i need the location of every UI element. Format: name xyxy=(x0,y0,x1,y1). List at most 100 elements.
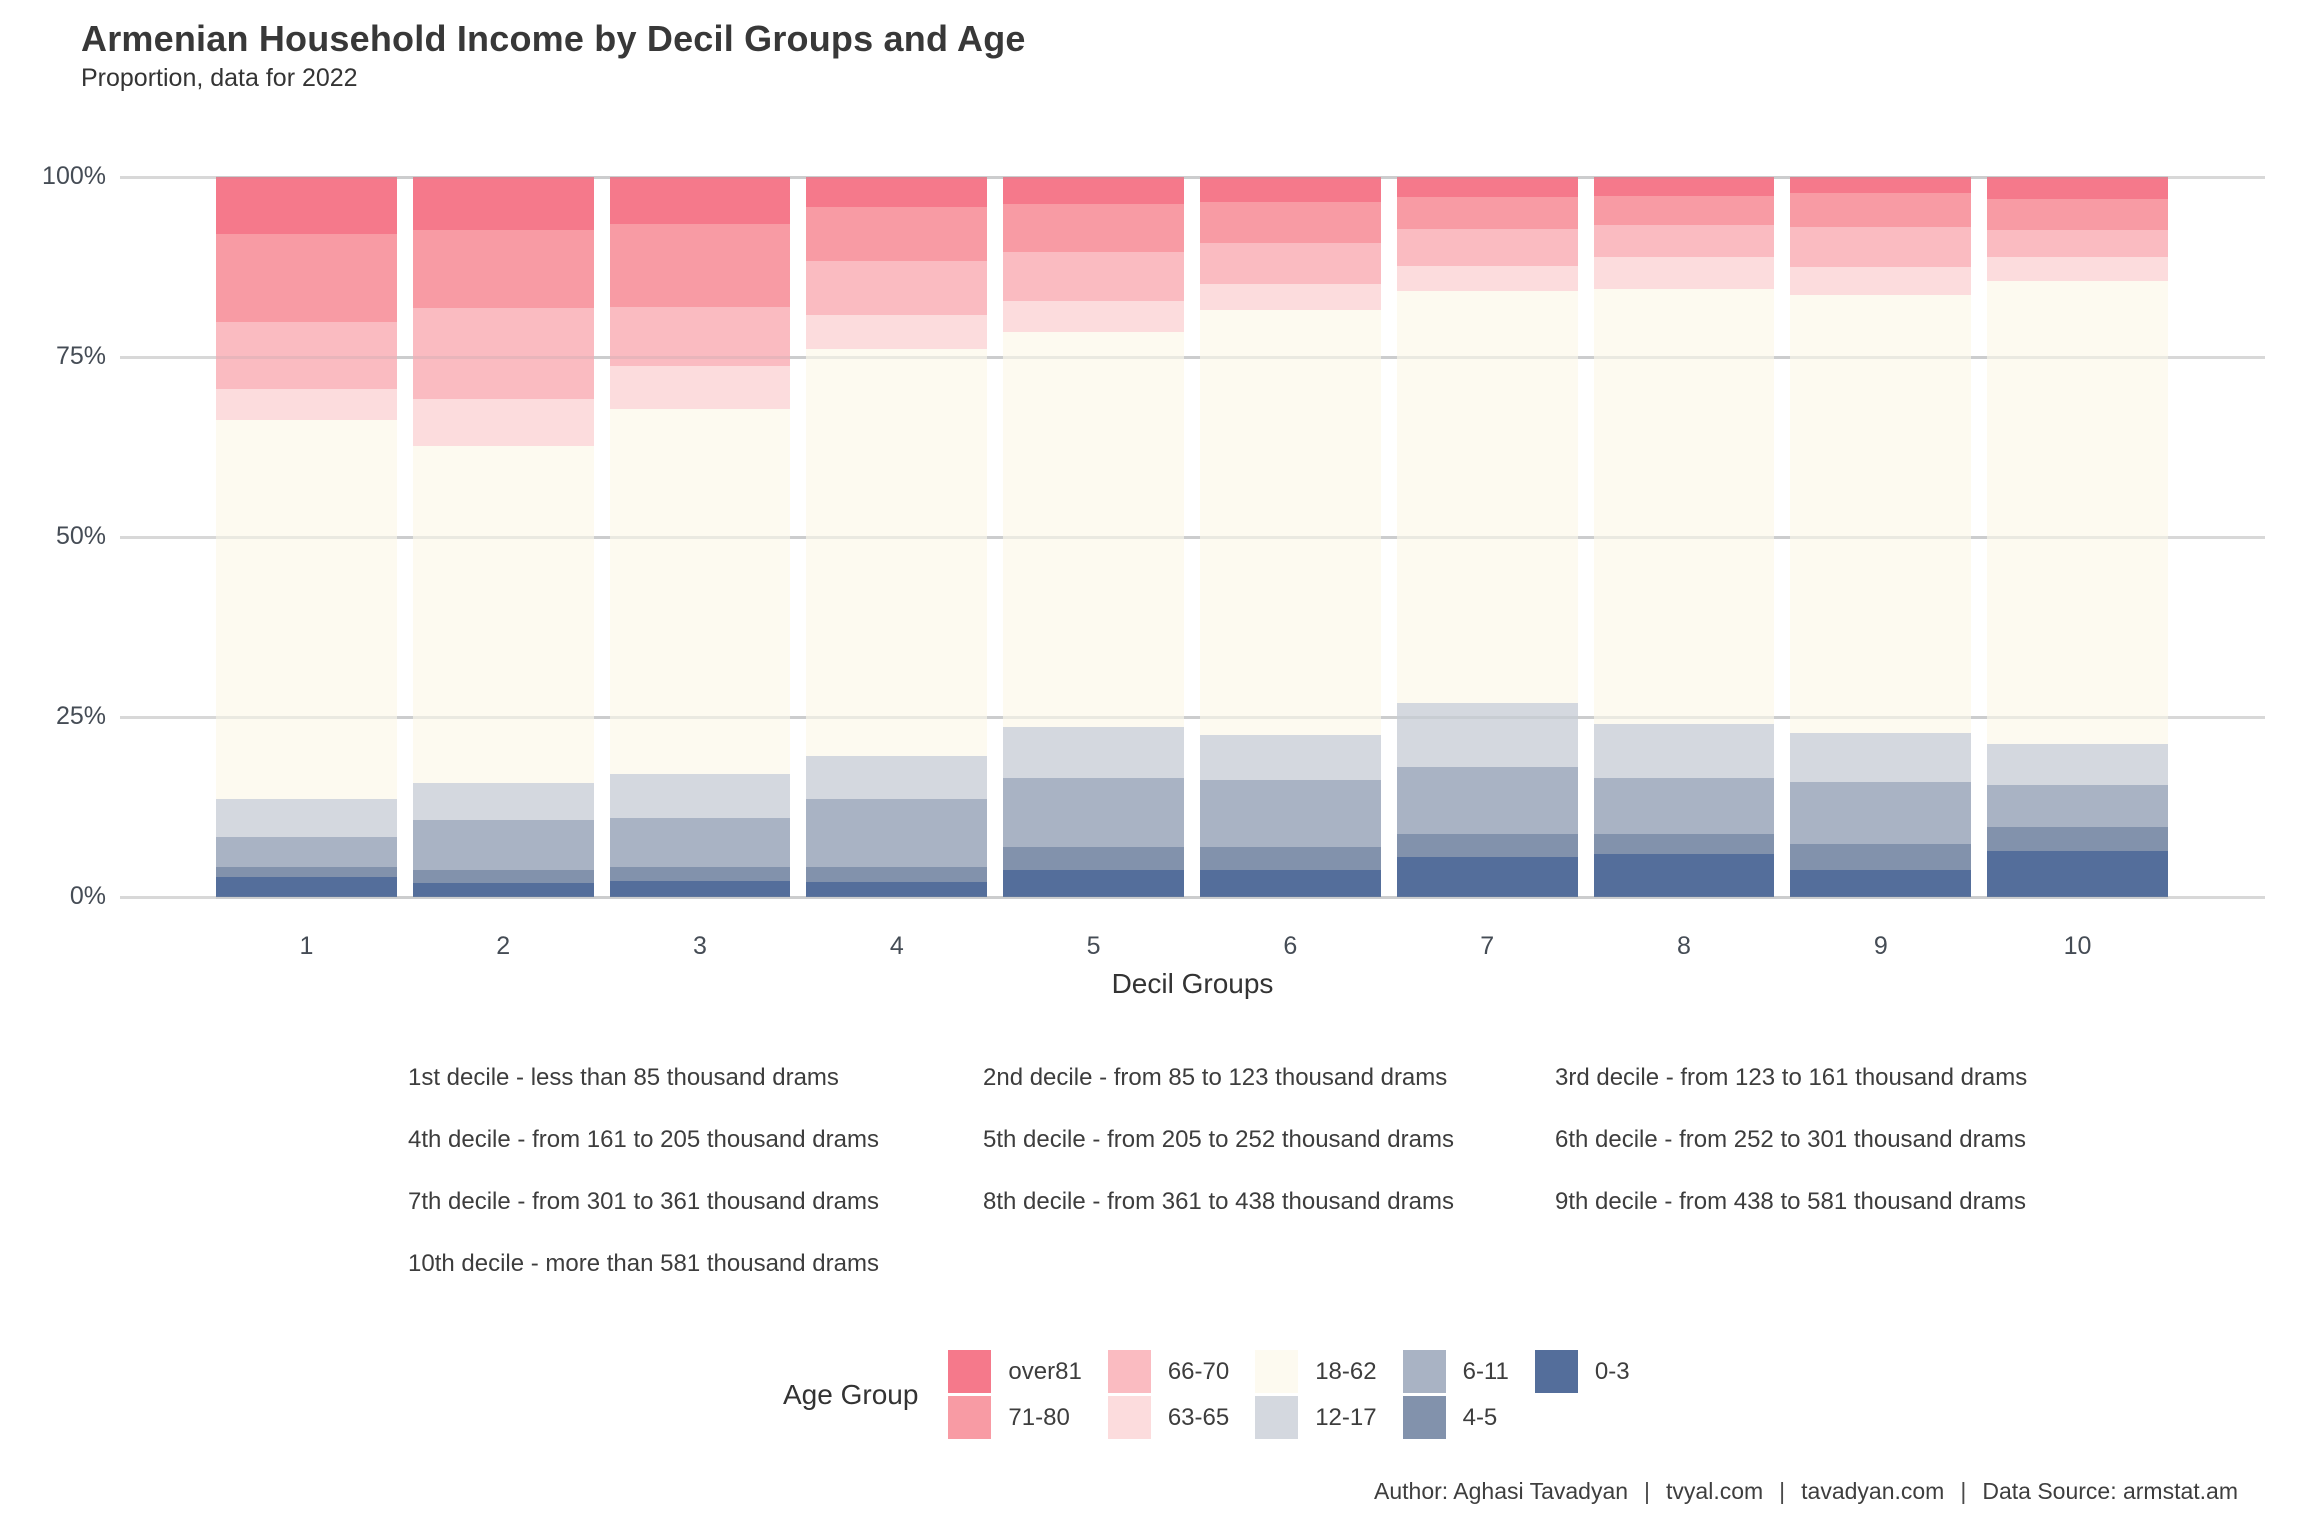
legend-swatch-4-5 xyxy=(1402,1396,1446,1439)
x-tick-label-7: 7 xyxy=(1480,932,1495,960)
segment-age-12-17-decile-6 xyxy=(1199,735,1381,781)
segment-age-0-3-decile-9 xyxy=(1790,870,1972,897)
legend-item-6-11: 6-11 xyxy=(1402,1350,1509,1393)
legend-label-18-62: 18-62 xyxy=(1315,1357,1377,1385)
segment-age-66-70-decile-5 xyxy=(1003,251,1184,301)
segment-age-4-5-decile-4 xyxy=(806,866,988,882)
segment-age-over81-decile-7 xyxy=(1396,177,1578,198)
segment-age-over81-decile-10 xyxy=(1987,177,2168,200)
segment-age-4-5-decile-7 xyxy=(1396,834,1578,857)
decile-annotation-1: 1st decile - less than 85 thousand drams xyxy=(408,1064,839,1091)
x-tick-label-3: 3 xyxy=(693,932,707,960)
legend-label-66-70: 66-70 xyxy=(1167,1357,1230,1385)
footer-separator: | xyxy=(1779,1478,1786,1504)
segment-age-6-11-decile-3 xyxy=(609,817,791,867)
decile-annotation-10: 10th decile - more than 581 thousand dra… xyxy=(408,1250,879,1277)
segment-age-over81-decile-4 xyxy=(806,177,988,207)
segment-age-0-3-decile-7 xyxy=(1396,856,1578,897)
segment-age-18-62-decile-3 xyxy=(609,408,791,774)
bar-decile-7 xyxy=(1396,177,1578,897)
x-tick-label-4: 4 xyxy=(889,932,904,960)
segment-age-6-11-decile-9 xyxy=(1790,781,1972,844)
segment-age-6-11-decile-2 xyxy=(412,819,594,871)
footer-data-source: Data Source: armstat.am xyxy=(1982,1478,2238,1504)
segment-age-over81-decile-1 xyxy=(216,177,397,234)
decile-annotation-5: 5th decile - from 205 to 252 thousand dr… xyxy=(983,1126,1454,1153)
segment-age-12-17-decile-5 xyxy=(1003,727,1184,778)
segment-age-4-5-decile-6 xyxy=(1199,847,1381,870)
bar-decile-1 xyxy=(216,177,397,897)
segment-age-6-11-decile-10 xyxy=(1987,785,2168,828)
decile-annotation-3: 3rd decile - from 123 to 161 thousand dr… xyxy=(1555,1064,2028,1091)
segment-age-71-80-decile-4 xyxy=(806,206,988,262)
legend-swatch-71-80 xyxy=(948,1396,992,1439)
bar-decile-10 xyxy=(1987,177,2168,897)
bar-decile-5 xyxy=(1003,177,1184,897)
segment-age-4-5-decile-2 xyxy=(412,870,594,884)
y-tick-label-0: 0% xyxy=(69,882,106,910)
segment-age-71-80-decile-1 xyxy=(216,233,397,322)
segment-age-66-70-decile-7 xyxy=(1396,228,1578,267)
legend-label-4-5: 4-5 xyxy=(1462,1403,1498,1431)
decile-annotation-9: 9th decile - from 438 to 581 thousand dr… xyxy=(1555,1188,2026,1215)
legend-item-12-17: 12-17 xyxy=(1255,1396,1377,1439)
legend-label-63-65: 63-65 xyxy=(1167,1403,1230,1431)
y-tick-label-75: 75% xyxy=(55,342,106,370)
segment-age-0-3-decile-6 xyxy=(1199,869,1381,897)
legend-item-4-5: 4-5 xyxy=(1402,1396,1509,1439)
segment-age-0-3-decile-1 xyxy=(216,876,397,897)
segment-age-63-65-decile-6 xyxy=(1199,284,1381,311)
segment-age-4-5-decile-5 xyxy=(1003,846,1184,871)
segment-age-63-65-decile-9 xyxy=(1790,267,1972,296)
footer-site-tvyal: tvyal.com xyxy=(1666,1478,1764,1504)
legend-item-0-3: 0-3 xyxy=(1534,1350,1630,1393)
bar-decile-8 xyxy=(1593,177,1775,897)
bar-decile-3 xyxy=(609,177,791,897)
segment-age-66-70-decile-4 xyxy=(806,261,988,316)
gridline-50 xyxy=(120,536,2265,539)
gridline-overlay-100 xyxy=(216,176,2168,179)
stacked-bars xyxy=(216,177,2168,897)
segment-age-12-17-decile-3 xyxy=(609,773,791,818)
segment-age-4-5-decile-10 xyxy=(1987,827,2168,851)
segment-age-6-11-decile-8 xyxy=(1593,778,1775,835)
legend-label-over81: over81 xyxy=(1008,1357,1082,1385)
segment-age-66-70-decile-2 xyxy=(412,308,594,399)
segment-age-18-62-decile-2 xyxy=(412,445,594,784)
segment-age-71-80-decile-5 xyxy=(1003,203,1184,252)
y-tick-label-100: 100% xyxy=(42,162,106,190)
segment-age-18-62-decile-1 xyxy=(216,419,397,800)
segment-age-63-65-decile-3 xyxy=(609,366,791,409)
segment-age-18-62-decile-4 xyxy=(806,349,988,756)
segment-age-71-80-decile-3 xyxy=(609,223,791,308)
segment-age-12-17-decile-9 xyxy=(1790,732,1972,782)
footer-separator: | xyxy=(1644,1478,1651,1504)
page-title: Armenian Household Income by Decil Group… xyxy=(81,18,1026,59)
segment-age-over81-decile-8 xyxy=(1593,177,1775,196)
gridline-25 xyxy=(120,716,2265,719)
gridline-overlay-50 xyxy=(216,536,2168,539)
segment-age-6-11-decile-1 xyxy=(216,837,397,867)
bar-decile-2 xyxy=(412,177,594,897)
legend-swatch-18-62 xyxy=(1255,1350,1299,1393)
x-tick-label-1: 1 xyxy=(299,932,314,960)
segment-age-12-17-decile-7 xyxy=(1396,702,1578,767)
segment-age-63-65-decile-1 xyxy=(216,388,397,420)
decile-annotations: 1st decile - less than 85 thousand drams… xyxy=(408,1064,2027,1278)
segment-age-4-5-decile-1 xyxy=(216,866,397,877)
segment-age-over81-decile-3 xyxy=(609,177,791,224)
legend-items: over81 71-80 66-70 63-65 18-62 12-17 6-11 4-5 0-… xyxy=(948,1350,1630,1439)
segment-age-0-3-decile-10 xyxy=(1987,850,2168,897)
segment-age-71-80-decile-6 xyxy=(1199,201,1381,243)
legend-swatch-12-17 xyxy=(1255,1396,1299,1439)
segment-age-66-70-decile-1 xyxy=(216,321,397,389)
gridline-75 xyxy=(120,356,2265,359)
segment-age-63-65-decile-4 xyxy=(806,315,988,350)
legend: Age Group over81 71-80 66-70 63-65 18-62 12-1… xyxy=(783,1350,1630,1439)
segment-age-0-3-decile-8 xyxy=(1593,853,1775,897)
gridline-overlay-75 xyxy=(216,356,2168,359)
bar-decile-9 xyxy=(1790,177,1972,897)
bar-decile-6 xyxy=(1199,177,1381,897)
segment-age-12-17-decile-4 xyxy=(806,755,988,800)
legend-label-12-17: 12-17 xyxy=(1315,1403,1377,1431)
